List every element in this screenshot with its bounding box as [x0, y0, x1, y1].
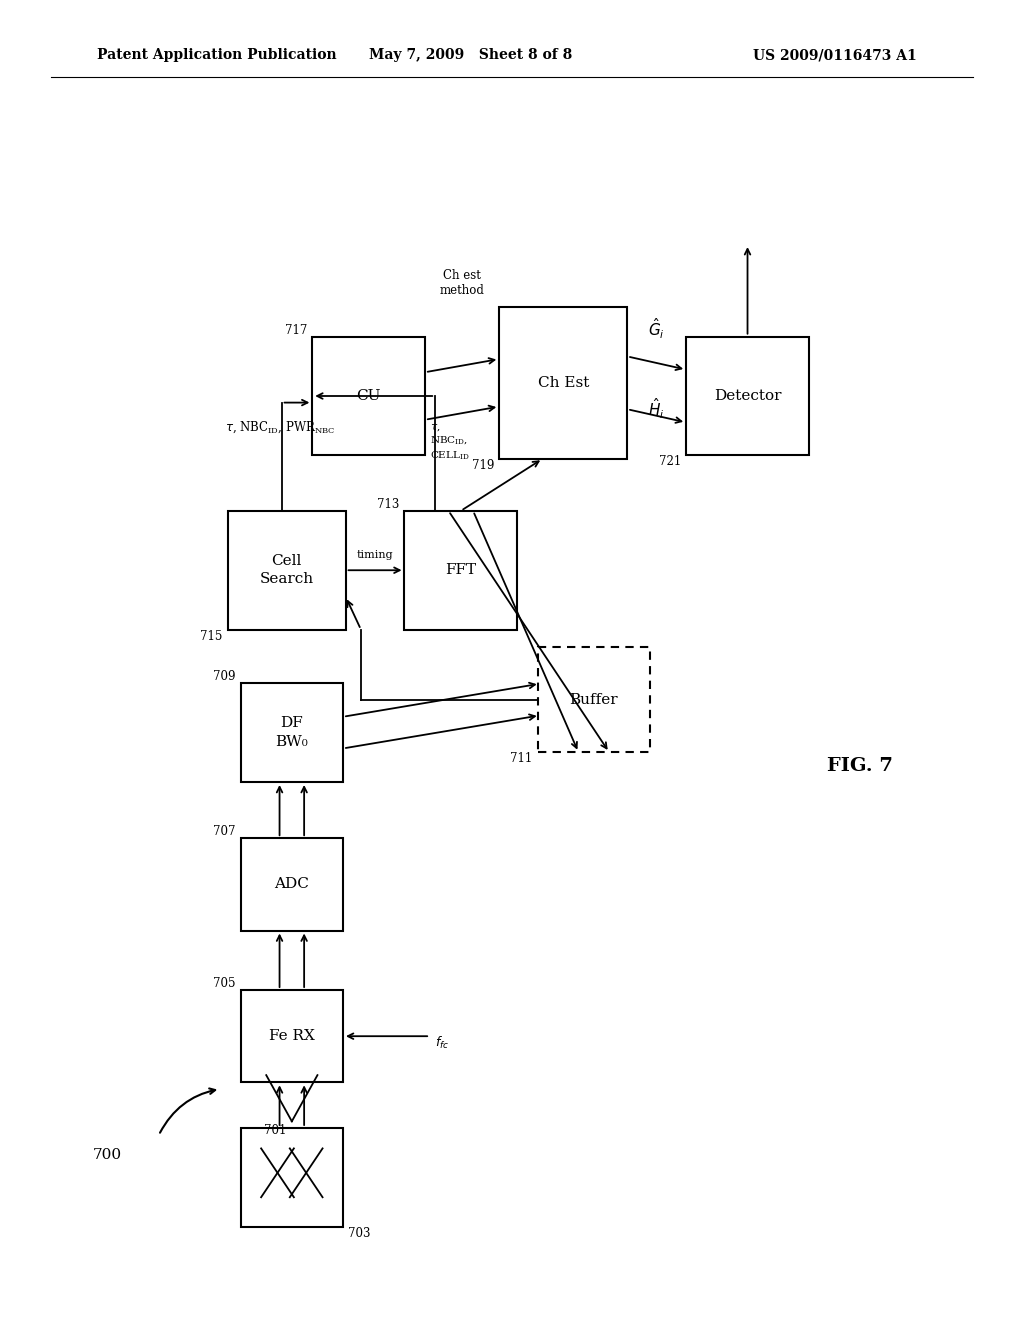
Text: Patent Application Publication: Patent Application Publication — [97, 49, 337, 62]
Text: 709: 709 — [213, 671, 236, 684]
Text: May 7, 2009   Sheet 8 of 8: May 7, 2009 Sheet 8 of 8 — [370, 49, 572, 62]
Bar — [241, 838, 343, 931]
Text: DF
BW₀: DF BW₀ — [275, 717, 308, 748]
Text: Cell
Search: Cell Search — [260, 554, 313, 586]
Bar — [404, 511, 517, 630]
Text: 713: 713 — [377, 498, 399, 511]
Bar — [241, 990, 343, 1082]
Text: US 2009/0116473 A1: US 2009/0116473 A1 — [753, 49, 916, 62]
Bar — [241, 1127, 343, 1228]
Text: FFT: FFT — [445, 564, 476, 577]
Text: CU: CU — [356, 389, 381, 403]
Text: ADC: ADC — [274, 878, 309, 891]
Text: $\tau$, NBC$_\mathregular{ID}$, PWR$_\mathregular{NBC}$: $\tau$, NBC$_\mathregular{ID}$, PWR$_\ma… — [225, 420, 336, 434]
Bar — [686, 337, 809, 455]
Bar — [228, 511, 346, 630]
Text: 701: 701 — [264, 1125, 287, 1137]
Bar — [241, 682, 343, 781]
Bar — [538, 647, 650, 752]
Text: 705: 705 — [213, 977, 236, 990]
Text: Detector: Detector — [714, 389, 781, 403]
Bar — [500, 308, 627, 459]
Text: 707: 707 — [213, 825, 236, 838]
Text: Ch est
method: Ch est method — [439, 269, 484, 297]
Text: 700: 700 — [93, 1148, 122, 1162]
Text: 711: 711 — [510, 752, 532, 766]
Text: timing: timing — [356, 549, 393, 560]
Bar — [312, 337, 425, 455]
Text: 703: 703 — [348, 1228, 371, 1239]
Text: Fe RX: Fe RX — [269, 1030, 314, 1043]
Text: 717: 717 — [285, 323, 307, 337]
Text: $\hat{H}_i$: $\hat{H}_i$ — [648, 396, 665, 421]
Text: FIG. 7: FIG. 7 — [827, 756, 893, 775]
Text: 721: 721 — [658, 455, 681, 469]
Text: 719: 719 — [472, 459, 495, 471]
Text: $f_{fc}$: $f_{fc}$ — [435, 1035, 450, 1051]
Text: Ch Est: Ch Est — [538, 376, 589, 389]
Text: 715: 715 — [201, 630, 223, 643]
Text: $\tau$,
NBC$_\mathregular{ID}$,
CELL$_\mathregular{ID}$: $\tau$, NBC$_\mathregular{ID}$, CELL$_\m… — [430, 422, 470, 462]
Text: Buffer: Buffer — [569, 693, 618, 706]
Text: $\hat{G}_i$: $\hat{G}_i$ — [648, 315, 665, 341]
